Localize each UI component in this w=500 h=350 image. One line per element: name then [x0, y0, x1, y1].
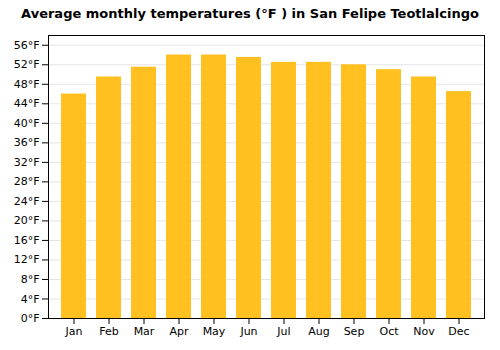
svg-text:16°F: 16°F — [14, 234, 40, 247]
svg-text:8°F: 8°F — [21, 273, 40, 286]
svg-text:40°F: 40°F — [14, 117, 40, 130]
svg-text:Feb: Feb — [99, 325, 118, 338]
svg-text:44°F: 44°F — [14, 97, 40, 110]
svg-text:12°F: 12°F — [14, 253, 40, 266]
svg-text:Dec: Dec — [448, 325, 469, 338]
svg-text:Mar: Mar — [134, 325, 155, 338]
svg-text:28°F: 28°F — [14, 175, 40, 188]
svg-text:Jun: Jun — [239, 325, 257, 338]
svg-text:4°F: 4°F — [21, 293, 40, 306]
svg-text:Aug: Aug — [308, 325, 329, 338]
svg-text:32°F: 32°F — [14, 156, 40, 169]
svg-text:52°F: 52°F — [14, 58, 40, 71]
svg-text:48°F: 48°F — [14, 78, 40, 91]
svg-text:Nov: Nov — [413, 325, 435, 338]
svg-text:0°F: 0°F — [21, 312, 40, 325]
svg-text:Jul: Jul — [276, 325, 290, 338]
svg-text:36°F: 36°F — [14, 136, 40, 149]
svg-text:May: May — [203, 325, 226, 338]
svg-text:Oct: Oct — [379, 325, 399, 338]
svg-text:Sep: Sep — [344, 325, 365, 338]
svg-text:Apr: Apr — [169, 325, 189, 338]
svg-text:Jan: Jan — [65, 325, 83, 338]
html-text:Average monthly temperatures (: Average monthly temperatures (°F ) in Sa… — [21, 6, 479, 21]
svg-text:56°F: 56°F — [14, 39, 40, 52]
svg-text:20°F: 20°F — [14, 214, 40, 227]
svg-text:24°F: 24°F — [14, 195, 40, 208]
